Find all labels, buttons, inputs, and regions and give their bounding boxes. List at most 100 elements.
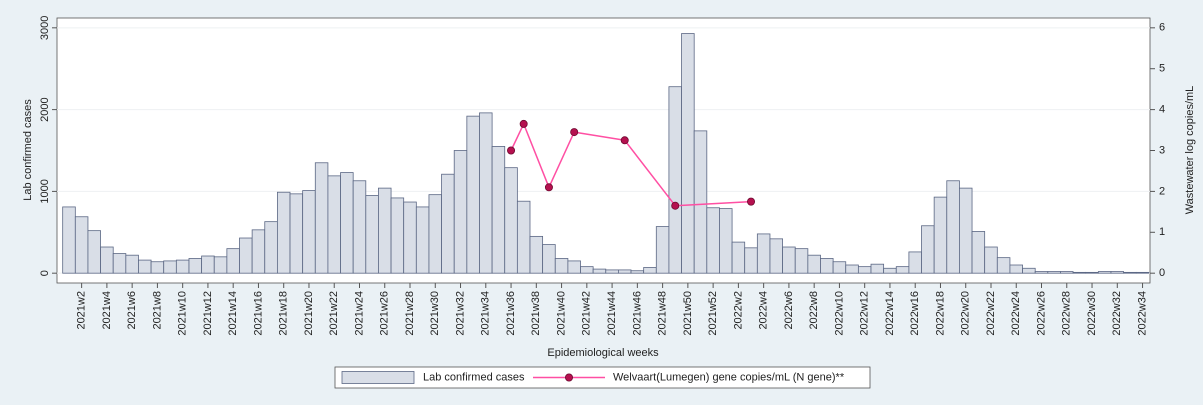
x-tick-label: 2021w30: [429, 291, 441, 336]
x-tick-label: 2022w10: [833, 291, 845, 336]
line-marker: [620, 136, 629, 145]
bar: [731, 241, 746, 274]
bar: [655, 226, 670, 274]
x-tick-label: 2021w40: [555, 291, 567, 336]
bar: [163, 260, 177, 274]
bar: [959, 187, 973, 274]
bar: [352, 180, 367, 274]
legend-label: Lab confirmed cases: [423, 371, 525, 383]
bar: [643, 267, 657, 274]
bar: [441, 173, 455, 274]
y2-tick-label: 3: [1159, 144, 1165, 156]
bar: [996, 257, 1011, 274]
x-tick-label: 2021w46: [631, 291, 643, 336]
bar: [479, 112, 493, 274]
y2-tick-label: 6: [1159, 22, 1165, 34]
x-tick-label: 2022w8: [808, 291, 820, 330]
x-tick-label: 2022w24: [1010, 291, 1022, 336]
line-marker: [544, 183, 553, 192]
bar: [567, 260, 581, 274]
bar: [390, 197, 405, 274]
y2-tick-label: 0: [1159, 267, 1165, 279]
x-tick-label: 2021w12: [202, 291, 214, 336]
line-marker: [671, 201, 680, 210]
bar: [1047, 271, 1061, 274]
bar: [1072, 271, 1087, 274]
y-tick-label: 2000: [39, 97, 51, 121]
bar: [820, 258, 834, 274]
x-tick-label: 2021w36: [505, 291, 517, 336]
x-tick-label: 2022w14: [884, 291, 896, 336]
x-tick-label: 2021w4: [101, 291, 113, 330]
bar: [794, 248, 809, 274]
bar: [74, 216, 89, 274]
line-segment: [675, 200, 752, 207]
line-segment: [574, 131, 625, 142]
bar: [845, 264, 859, 274]
x-tick-label: 2022w12: [859, 291, 871, 336]
x-tick-label: 2022w26: [1035, 291, 1047, 336]
bar: [971, 231, 986, 274]
bar: [668, 86, 682, 274]
line-marker: [570, 128, 579, 137]
bar: [1135, 271, 1150, 274]
x-tick-label: 2021w6: [126, 291, 138, 330]
x-tick-label: 2022w6: [783, 291, 795, 330]
bar: [693, 130, 708, 274]
x-tick-label: 2022w20: [960, 291, 972, 336]
legend-marker: [565, 373, 574, 382]
x-tick-label: 2022w22: [985, 291, 997, 336]
bar: [883, 267, 897, 274]
x-tick-label: 2022w18: [934, 291, 946, 336]
bar: [933, 196, 948, 274]
x-tick-label: 2021w32: [454, 291, 466, 336]
bar: [175, 259, 190, 274]
legend-label: Welvaart(Lumegen) gene copies/mL (N gene…: [613, 371, 845, 383]
x-tick-label: 2021w18: [278, 291, 290, 336]
bar: [782, 246, 796, 274]
bar: [554, 258, 569, 274]
bar: [908, 251, 922, 274]
x-tick-label: 2021w2: [76, 291, 88, 330]
x-tick-label: 2022w16: [909, 291, 921, 336]
y-tick-label: 0: [39, 270, 51, 276]
bar: [719, 208, 733, 274]
plot-area: [56, 17, 1151, 284]
x-tick-label: 2021w52: [707, 291, 719, 336]
bar: [62, 206, 76, 274]
x-tick-label: 2022w30: [1086, 291, 1098, 336]
bar: [516, 200, 531, 274]
bar: [188, 258, 203, 274]
y-axis-title: Lab confirmed cases: [22, 99, 34, 201]
x-tick-label: 2021w26: [379, 291, 391, 336]
bar: [100, 246, 114, 274]
bar: [769, 238, 783, 274]
bar: [453, 150, 468, 274]
bar: [744, 247, 758, 274]
x-tick-label: 2021w22: [328, 291, 340, 336]
bar: [857, 266, 872, 274]
bar: [832, 261, 847, 274]
bar: [302, 190, 316, 274]
bar: [138, 259, 152, 274]
bar: [264, 221, 278, 274]
bar: [251, 229, 266, 274]
bar: [681, 33, 695, 274]
y2-tick-label: 1: [1159, 226, 1165, 238]
bar: [226, 248, 240, 274]
x-tick-label: 2022w28: [1061, 291, 1073, 336]
y2-tick-label: 5: [1159, 63, 1165, 75]
bar: [378, 187, 392, 274]
x-tick-label: 2022w34: [1136, 291, 1148, 336]
bar: [415, 206, 430, 274]
x-tick-label: 2022w2: [732, 291, 744, 330]
bar: [276, 191, 291, 274]
bar: [605, 269, 619, 274]
y2-axis-title: Wastewater log copies/mL: [1184, 86, 1196, 215]
bar: [125, 254, 139, 274]
bar: [1110, 271, 1125, 274]
bar: [112, 253, 127, 274]
x-tick-label: 2021w48: [657, 291, 669, 336]
bar: [150, 261, 165, 274]
